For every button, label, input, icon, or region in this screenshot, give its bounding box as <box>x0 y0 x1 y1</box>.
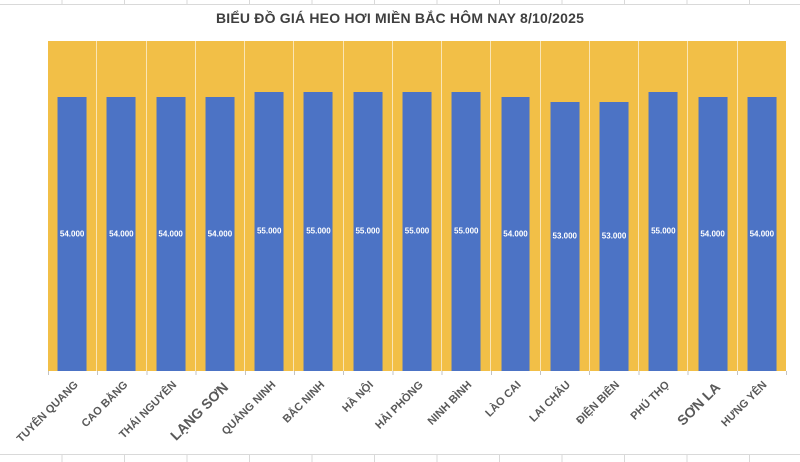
bar-value-label: 55.000 <box>306 226 331 236</box>
bar-value-label: 55.000 <box>256 226 282 236</box>
bar: 54.000 <box>156 96 186 371</box>
bar-value-label: 53.000 <box>552 231 578 241</box>
x-axis-label: HÀ NỘI <box>340 379 377 415</box>
category-cell: 55.000 <box>344 41 393 371</box>
bar: 54.000 <box>698 96 728 371</box>
x-axis-label: HẢI PHÒNG <box>372 379 426 432</box>
bar: 54.000 <box>205 96 235 371</box>
x-axis-label: NINH BÌNH <box>426 379 475 428</box>
bar: 55.000 <box>402 91 432 371</box>
x-axis-label: PHÚ THỌ <box>627 379 672 423</box>
plot-area: 54.000 54.000 54.000 54.000 55.000 55.000 55.0… <box>48 41 786 371</box>
bar-value-label: 55.000 <box>355 226 380 236</box>
bar-value-label: 54.000 <box>158 229 183 239</box>
bar-value-label: 54.000 <box>700 229 725 239</box>
x-axis-labels: TUYÊN QUANG CAO BẰNG THÁI NGUYÊN LẠNG SƠN QU… <box>0 379 800 456</box>
category-cell: 54.000 <box>97 41 147 371</box>
bar: 55.000 <box>254 91 284 371</box>
bar: 55.000 <box>353 91 383 371</box>
category-cell: 55.000 <box>294 41 344 371</box>
category-cell: 54.000 <box>48 41 98 371</box>
bar-value-label: 54.000 <box>109 229 134 239</box>
x-axis-label: HƯNG YÊN <box>719 379 770 430</box>
bar-value-label: 55.000 <box>651 226 676 236</box>
bar-chart[interactable]: BIỂU ĐỒ GIÁ HEO HƠI MIỀN BẮC HÔM NAY 8/1… <box>0 4 800 455</box>
category-cell: 54.000 <box>147 41 196 371</box>
category-cell: 54.000 <box>491 41 541 371</box>
spreadsheet-row-bottom <box>0 455 800 462</box>
bar: 54.000 <box>106 96 136 371</box>
category-cell: 54.000 <box>196 41 246 371</box>
bar-value-label: 55.000 <box>454 226 479 236</box>
x-axis-label: SƠN LA <box>674 379 724 429</box>
bar-value-label: 54.000 <box>749 229 775 239</box>
category-cell: 55.000 <box>393 41 443 371</box>
x-axis-label: LAI CHÂU <box>527 379 574 425</box>
category-cell: 54.000 <box>688 41 738 371</box>
category-cell: 53.000 <box>541 41 590 371</box>
x-axis-label: BẮC NINH <box>280 379 328 426</box>
bar: 53.000 <box>599 101 629 371</box>
chart-title: BIỂU ĐỒ GIÁ HEO HƠI MIỀN BẮC HÔM NAY 8/1… <box>215 10 585 26</box>
x-axis-label: CAO BẰNG <box>79 379 131 430</box>
bar-value-label: 54.000 <box>207 229 233 239</box>
bar-value-label: 54.000 <box>59 229 85 239</box>
category-cell: 55.000 <box>442 41 492 371</box>
bar: 55.000 <box>648 91 678 371</box>
category-cell: 54.000 <box>738 41 786 371</box>
category-cell: 55.000 <box>245 41 295 371</box>
category-cell: 53.000 <box>590 41 640 371</box>
bar: 53.000 <box>550 101 580 371</box>
bar-value-label: 55.000 <box>404 226 430 236</box>
bar: 54.000 <box>501 96 530 371</box>
x-axis-label: TUYÊN QUANG <box>15 379 82 445</box>
bar: 54.000 <box>747 96 777 371</box>
bar-value-label: 53.000 <box>601 231 627 241</box>
bar-value-label: 54.000 <box>503 229 528 239</box>
bar: 55.000 <box>451 91 481 371</box>
bar: 54.000 <box>57 96 87 371</box>
category-cell: 55.000 <box>639 41 689 371</box>
spreadsheet-row-top <box>0 0 800 4</box>
x-axis-label: ĐIỆN BIÊN <box>574 379 623 427</box>
x-axis-label: LÀO CAI <box>483 379 524 420</box>
bar: 55.000 <box>303 91 333 371</box>
x-axis-ticks <box>48 371 787 375</box>
